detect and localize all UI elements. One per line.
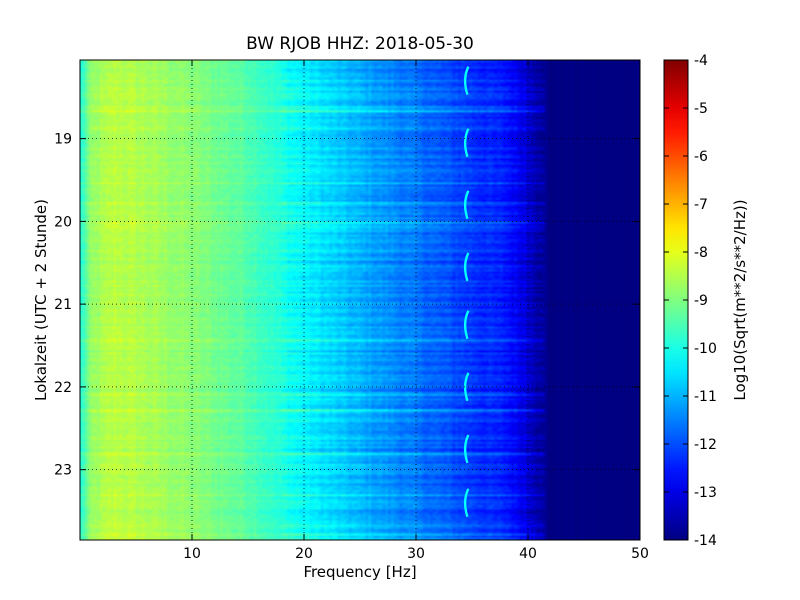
x-axis-ticks: 10 20 30 40 50 xyxy=(183,60,649,562)
colorbar-tick-label: -4 xyxy=(694,53,708,69)
tonal-burst xyxy=(463,252,470,282)
tonal-burst xyxy=(463,434,470,464)
colorbar-tick-label: -14 xyxy=(694,533,717,549)
colorbar-tick-label: -6 xyxy=(694,149,708,165)
colorbar-tick-label: -12 xyxy=(694,437,717,453)
colorbar-tick-label: -13 xyxy=(694,485,717,501)
x-axis-label: Frequency [Hz] xyxy=(303,563,416,581)
y-tick-label: 21 xyxy=(54,297,72,313)
tonal-burst xyxy=(463,310,470,340)
tonal-burst xyxy=(463,66,470,96)
y-tick-label: 19 xyxy=(54,132,72,148)
plot-frame xyxy=(79,59,641,541)
colorbar-tick-label: -7 xyxy=(694,197,708,213)
spectrogram-plot xyxy=(79,59,641,541)
tonal-burst xyxy=(463,128,470,158)
y-axis-ticks: 19 20 21 22 23 xyxy=(54,132,640,479)
colorbar-tick-label: -10 xyxy=(694,341,717,357)
y-tick-label: 23 xyxy=(54,463,72,479)
colorbar-tick-label: -11 xyxy=(694,389,717,405)
chart-title: BW RJOB HHZ: 2018-05-30 xyxy=(246,34,474,54)
y-axis-label: Lokalzeit (UTC + 2 Stunde) xyxy=(32,199,50,401)
colorbar-tick-label: -9 xyxy=(694,293,708,309)
tonal-burst xyxy=(463,372,470,402)
x-tick-label: 30 xyxy=(407,546,425,562)
tonal-burst xyxy=(463,190,470,220)
colorbar: -4 -5 -6 -7 -8 -9 -10 -11 -12 -13 -14 xyxy=(663,53,717,549)
y-tick-label: 20 xyxy=(54,214,72,230)
colorbar-tick-label: -8 xyxy=(694,245,708,261)
spectrogram-image xyxy=(80,60,640,540)
colorbar-tick-label: -5 xyxy=(694,101,708,117)
colorbar-label: Log10(Sqrt(m**2/s**2/Hz)) xyxy=(731,199,749,400)
x-tick-label: 50 xyxy=(631,546,649,562)
x-tick-label: 40 xyxy=(519,546,537,562)
tonal-burst xyxy=(463,488,470,518)
x-tick-label: 10 xyxy=(183,546,201,562)
y-tick-label: 22 xyxy=(54,380,72,396)
x-tick-label: 20 xyxy=(295,546,313,562)
